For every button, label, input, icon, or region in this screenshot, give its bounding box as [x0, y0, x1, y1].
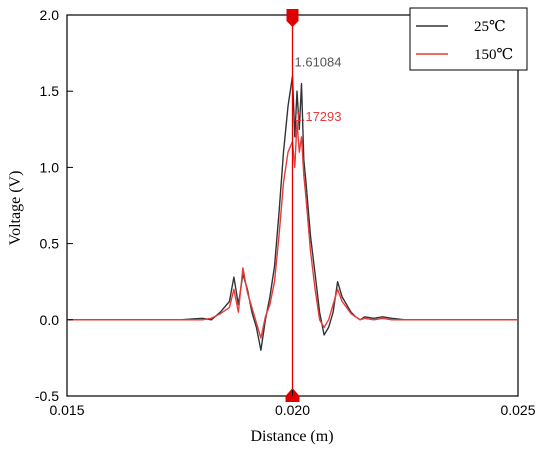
value-annotation: 1.61084	[295, 54, 342, 69]
annotations: 1.61084 1.17293	[295, 54, 342, 124]
x-tick-label: 0.015	[49, 402, 84, 418]
series-layer	[67, 75, 518, 351]
y-tick-label: 1.0	[40, 159, 60, 175]
y-tick-label: 0.5	[40, 236, 60, 252]
legend: 25℃ 150℃	[409, 7, 528, 71]
legend-entry: 150℃	[474, 47, 513, 63]
y-tick-label: 1.5	[40, 83, 60, 99]
legend-box	[409, 7, 528, 71]
x-tick-label: 0.020	[275, 402, 310, 418]
series-line-150c	[67, 120, 518, 339]
cursor-top-marker-icon	[286, 9, 299, 27]
y-tick-label: 0.0	[40, 312, 60, 328]
ticks-layer: 0.015 0.020 0.025 -0.5 0.0 0.5 1.0 1.5 2.0	[35, 7, 536, 418]
y-axis-label: Voltage (V)	[7, 171, 24, 246]
value-annotation: 1.17293	[295, 109, 342, 124]
x-axis-label: Distance (m)	[250, 428, 333, 445]
legend-entry: 25℃	[474, 19, 506, 35]
y-tick-label: -0.5	[35, 388, 59, 404]
x-tick-label: 0.025	[500, 402, 535, 418]
y-tick-label: 2.0	[40, 7, 60, 23]
